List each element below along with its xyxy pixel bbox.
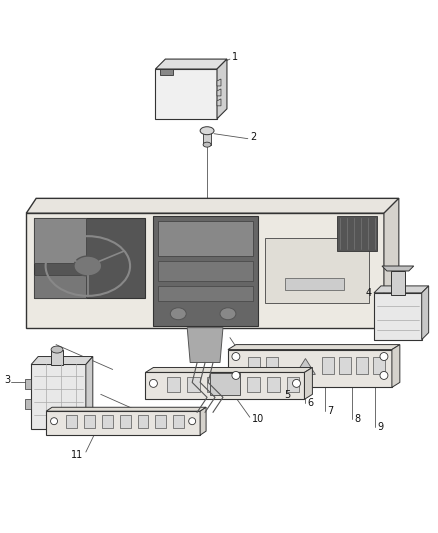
Polygon shape xyxy=(296,359,315,375)
Bar xyxy=(155,415,166,428)
Bar xyxy=(167,377,180,392)
Circle shape xyxy=(149,379,157,387)
Text: 8: 8 xyxy=(354,414,360,424)
Bar xyxy=(25,399,31,409)
Bar xyxy=(210,374,240,395)
Polygon shape xyxy=(26,198,399,213)
Bar xyxy=(248,357,260,375)
Bar xyxy=(247,377,260,392)
Polygon shape xyxy=(382,266,414,271)
Bar xyxy=(265,238,369,303)
Text: 10: 10 xyxy=(252,414,264,424)
Bar xyxy=(373,357,385,375)
Text: 7: 7 xyxy=(327,406,334,416)
Text: 1: 1 xyxy=(232,52,238,62)
Bar xyxy=(207,377,220,392)
Bar xyxy=(391,271,405,295)
Bar xyxy=(34,218,86,263)
Ellipse shape xyxy=(51,346,63,353)
Bar xyxy=(187,377,200,392)
Circle shape xyxy=(50,418,57,425)
Circle shape xyxy=(232,372,240,379)
Polygon shape xyxy=(26,213,384,328)
Polygon shape xyxy=(422,286,429,340)
Bar xyxy=(159,221,253,256)
Polygon shape xyxy=(200,407,206,435)
Bar xyxy=(34,218,42,253)
Polygon shape xyxy=(228,345,400,350)
Circle shape xyxy=(189,418,196,425)
Bar xyxy=(51,350,63,366)
Polygon shape xyxy=(160,69,173,75)
Bar xyxy=(322,357,334,375)
Bar xyxy=(356,357,368,375)
Polygon shape xyxy=(304,367,312,399)
Polygon shape xyxy=(31,357,93,365)
Circle shape xyxy=(232,352,240,360)
Bar xyxy=(173,415,184,428)
Text: 4: 4 xyxy=(365,288,371,298)
Bar xyxy=(337,216,377,251)
Text: 9: 9 xyxy=(377,422,383,432)
Bar xyxy=(267,377,279,392)
Polygon shape xyxy=(145,373,304,399)
Bar xyxy=(159,286,253,301)
Text: 6: 6 xyxy=(307,398,314,408)
Bar xyxy=(339,357,351,375)
Circle shape xyxy=(380,352,388,360)
Text: 11: 11 xyxy=(71,450,83,460)
Text: 2: 2 xyxy=(250,132,256,142)
Polygon shape xyxy=(374,286,429,293)
Polygon shape xyxy=(217,59,227,119)
Polygon shape xyxy=(392,345,400,387)
Bar xyxy=(120,415,131,428)
Bar xyxy=(227,377,240,392)
Polygon shape xyxy=(217,79,221,86)
Polygon shape xyxy=(145,367,312,373)
Bar xyxy=(84,415,95,428)
Circle shape xyxy=(293,379,300,387)
Bar xyxy=(159,261,253,281)
Bar xyxy=(25,379,31,389)
Polygon shape xyxy=(46,411,200,435)
Polygon shape xyxy=(155,59,227,69)
Polygon shape xyxy=(228,350,392,387)
Circle shape xyxy=(380,372,388,379)
Polygon shape xyxy=(31,365,86,429)
Ellipse shape xyxy=(200,127,214,135)
Polygon shape xyxy=(203,131,211,144)
Text: 5: 5 xyxy=(285,390,291,400)
Polygon shape xyxy=(34,218,145,298)
Bar xyxy=(153,216,258,326)
Bar xyxy=(102,415,113,428)
Bar xyxy=(266,357,278,375)
Polygon shape xyxy=(86,357,93,429)
Polygon shape xyxy=(155,69,217,119)
Ellipse shape xyxy=(170,308,186,320)
Polygon shape xyxy=(217,99,221,106)
Bar xyxy=(138,415,148,428)
Ellipse shape xyxy=(220,308,236,320)
Ellipse shape xyxy=(203,142,211,147)
Ellipse shape xyxy=(74,256,102,276)
Polygon shape xyxy=(187,328,223,362)
Bar xyxy=(286,377,300,392)
Bar xyxy=(34,275,86,298)
Bar xyxy=(66,415,77,428)
Polygon shape xyxy=(374,293,422,340)
Polygon shape xyxy=(46,407,206,411)
Bar xyxy=(285,278,344,290)
Polygon shape xyxy=(384,198,399,328)
Polygon shape xyxy=(217,89,221,96)
Text: 3: 3 xyxy=(4,375,11,385)
